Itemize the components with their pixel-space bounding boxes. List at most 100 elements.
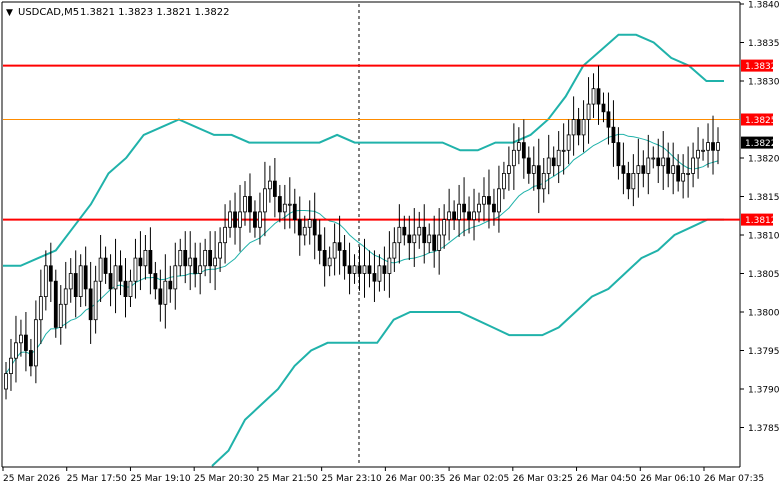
price-tick-label: 1.3805 [748,270,780,280]
candle-body [133,257,138,282]
symbol-timeframe-label: USDCAD,M5 [18,7,79,18]
candle [402,215,407,246]
time-tick-label: 25 Mar 19:10 [130,474,190,484]
candle-body [307,219,312,228]
candle [516,127,521,165]
candle-body [641,165,646,174]
candle-body [58,303,63,328]
horizontal-levels[interactable] [3,64,740,221]
time-tick-label: 26 Mar 02:05 [449,474,509,484]
candle-body [168,280,173,290]
candle [68,258,73,303]
candle [198,242,203,295]
candle [432,215,437,268]
candle-body [601,103,606,113]
candle-body [48,265,53,282]
support-price-tag [741,213,773,226]
candle [452,200,457,230]
candle [372,250,377,302]
candle [397,204,402,264]
candle [28,338,33,377]
candle [621,142,626,195]
candle-body [377,265,382,282]
candle [437,208,442,275]
candle-body [208,249,213,267]
candle-body [93,280,98,321]
candle-body [238,211,242,228]
candle [691,142,696,188]
candle-body [681,172,686,182]
candle-body [253,211,257,228]
candle [706,123,710,168]
candle-body [462,203,466,213]
candle [561,123,566,175]
candle [292,188,297,234]
candle [58,285,63,345]
candle [253,200,257,238]
candle [566,119,571,165]
candle-body [571,119,576,136]
candle-body [611,126,616,143]
candle [43,250,48,311]
candle-body [33,319,38,367]
candle [531,146,536,191]
candle-body [14,342,18,359]
candle [193,242,198,288]
candle-body [676,165,681,182]
candle [178,238,183,277]
candle [606,92,611,145]
candle-body [4,373,8,390]
candle-body [223,226,227,244]
candle-body [661,157,666,167]
candle [591,73,596,118]
candle [596,65,601,125]
candle [541,158,546,203]
candle [248,173,252,233]
candle [571,96,576,156]
candle [208,231,213,284]
candle-body [701,149,705,152]
support-price-tag-label: 1.3812 [745,216,777,226]
candle [263,161,267,237]
candle [521,119,526,179]
candle-body [621,165,626,174]
candle-body [472,211,476,220]
candle [487,169,491,229]
candle [546,134,551,195]
candle-body [561,149,566,152]
candle [352,254,357,284]
candle [282,184,287,230]
candle-body [531,165,536,174]
candle-body [706,142,710,151]
candle-body [218,242,222,259]
candle [581,100,586,153]
candle [447,188,452,241]
candle [492,188,496,226]
candle [422,204,427,264]
candle-body [118,265,123,282]
candle [233,192,237,245]
candle [103,246,108,284]
time-tick-label: 25 Mar 21:50 [258,474,318,484]
candle-body [332,242,337,259]
candle-body [606,111,611,128]
candle [576,107,581,146]
candle [14,315,18,383]
price-tick-label: 1.3810 [748,232,780,242]
candle [258,192,262,245]
candle [686,146,691,198]
price-tags: 1.3832 1.3825 1.3812 1.3822 [741,59,777,226]
candle [277,184,282,223]
candle [641,150,646,188]
candle-body [173,265,178,290]
candle [148,227,153,295]
candle [88,261,93,344]
candle-body [263,188,267,213]
candle [317,219,322,265]
price-tick-label: 1.3785 [748,424,780,434]
candle-body [427,234,432,244]
collapse-arrow-icon[interactable]: ▼ [6,8,13,18]
candle [427,223,432,254]
candle-body [502,172,506,190]
